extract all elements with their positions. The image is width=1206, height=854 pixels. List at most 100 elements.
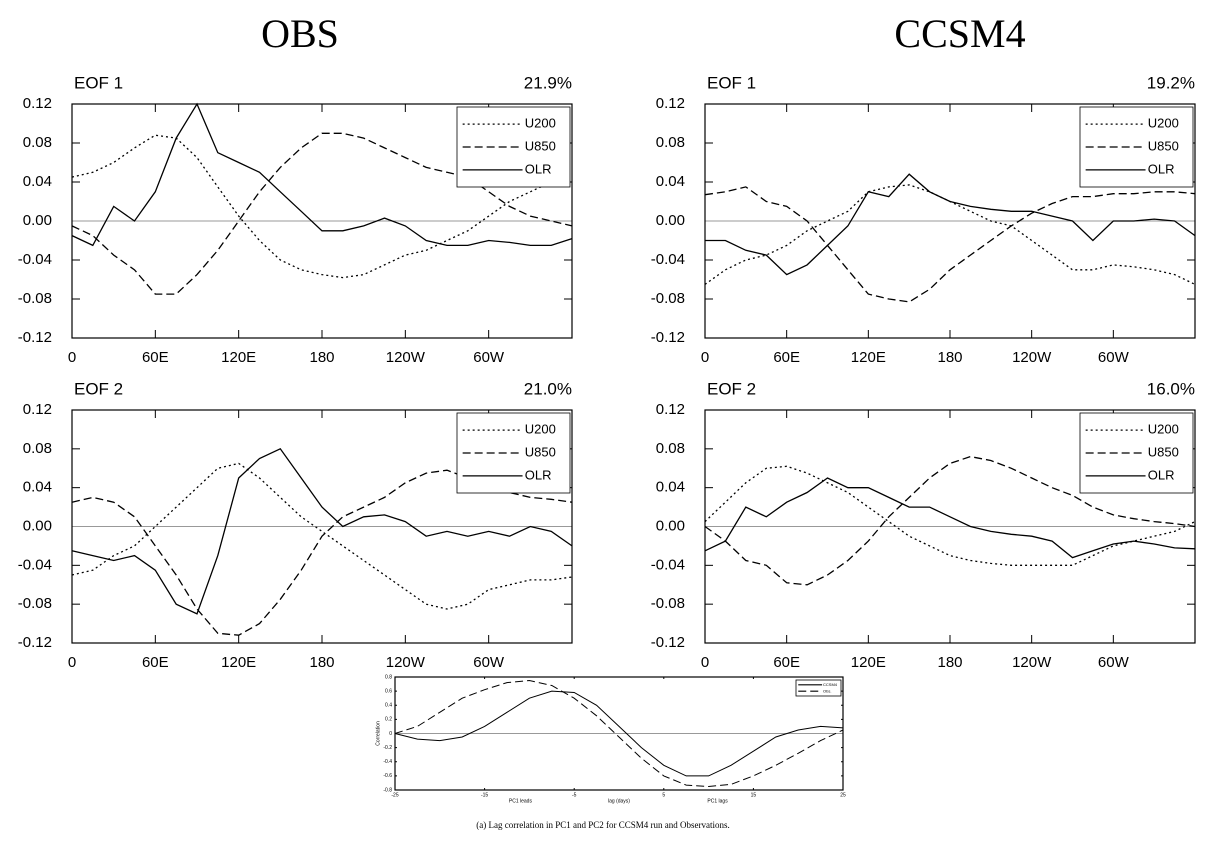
plot-frame [704, 103, 1196, 339]
series-line [704, 477, 1196, 559]
column-title: OBS [261, 11, 339, 56]
series-line [71, 132, 573, 295]
plot-frame [394, 676, 844, 791]
panel-percent: 19.2% [1147, 73, 1195, 92]
x-tick-label: 120W [386, 349, 426, 366]
y-axis-label: Correlation [375, 721, 381, 746]
y-tick-label: 0.00 [23, 517, 52, 534]
y-tick-label: -0.8 [383, 787, 392, 793]
y-tick-label: 0.00 [23, 212, 52, 229]
series-line [704, 465, 1196, 566]
y-tick-label: 0.04 [23, 479, 52, 496]
series-line [704, 455, 1196, 586]
panel: 0.12 0.08 0.04 0.00 -0.04 -0.08 -0.12 0 60E 120E 1… [18, 379, 573, 671]
legend-label: CCSM4 [823, 682, 838, 687]
legend-label: U200 [525, 116, 556, 131]
y-tick-label: -0.12 [651, 634, 685, 651]
y-tick-label: 0.6 [385, 688, 392, 694]
x-tick-label: 120W [1012, 349, 1052, 366]
y-tick-label: -0.08 [18, 290, 52, 307]
plot-frame [71, 409, 573, 644]
legend-label: U850 [525, 444, 556, 459]
x-tick-label: -25 [391, 792, 398, 798]
y-tick-label: -0.12 [18, 634, 52, 651]
x-tick-label: 180 [937, 654, 962, 671]
panel-title: EOF 2 [707, 379, 756, 398]
legend-label: OLR [1148, 467, 1175, 482]
x-tick-label: -5 [572, 792, 577, 798]
x-tick-label: 120E [851, 654, 886, 671]
panel: 0.12 0.08 0.04 0.00 -0.04 -0.08 -0.12 0 60E 120E 1… [651, 379, 1196, 671]
y-tick-label: -0.08 [651, 595, 685, 612]
panel-title: EOF 1 [74, 73, 123, 92]
y-tick-label: 0.12 [656, 401, 685, 418]
caption: (a) Lag correlation in PC1 and PC2 for C… [476, 820, 729, 830]
x-tick-label: 60E [773, 654, 800, 671]
y-tick-label: -0.04 [651, 251, 685, 268]
inset-background [371, 668, 853, 829]
x-tick-label: 60W [1098, 349, 1130, 366]
panel-percent: 21.0% [524, 379, 572, 398]
legend-label: Obs. [823, 688, 831, 693]
panel-percent: 16.0% [1147, 379, 1195, 398]
legend-label: OLR [525, 467, 552, 482]
y-tick-label: -0.12 [18, 329, 52, 346]
x-tick-label: 120E [851, 349, 886, 366]
series-line [71, 447, 573, 615]
y-tick-label: 0.04 [656, 479, 685, 496]
x-tick-label: 120W [1012, 654, 1052, 671]
y-tick-label: -0.04 [18, 556, 52, 573]
y-tick-label: 0.08 [656, 134, 685, 151]
y-tick-label: 0.4 [385, 703, 392, 709]
x-tick-label: 60E [773, 349, 800, 366]
panel-title: EOF 2 [74, 379, 123, 398]
legend-label: OLR [525, 161, 552, 176]
series-line [71, 134, 573, 279]
x-tick-label: -15 [481, 792, 488, 798]
plot-frame [704, 409, 1196, 644]
y-tick-label: 0.04 [656, 173, 685, 190]
y-tick-label: -0.4 [383, 759, 392, 765]
y-tick-label: 0.12 [656, 95, 685, 112]
legend-label: U200 [525, 422, 556, 437]
x-tick-label: 60E [142, 654, 169, 671]
inset-chart: 0.8 0.6 0.4 0.2 0 -0.2 -0.4 -0.6 -0.8-25 -15 -5 5 15… [371, 668, 853, 829]
x-tick-label: 0 [701, 654, 709, 671]
x-tick-label: 25 [840, 792, 846, 798]
x-tick-label: 180 [309, 654, 334, 671]
y-tick-label: 0 [389, 731, 392, 737]
legend-label: U850 [525, 138, 556, 153]
x-tick-label: 60W [1098, 654, 1130, 671]
legend-label: U200 [1148, 116, 1179, 131]
y-tick-label: -0.12 [651, 329, 685, 346]
y-tick-label: 0.00 [656, 517, 685, 534]
panel-title: EOF 1 [707, 73, 756, 92]
y-tick-label: 0.8 [385, 674, 392, 680]
y-tick-label: -0.08 [651, 290, 685, 307]
series-line [705, 173, 1196, 276]
x-axis-label: lag (days) [608, 798, 630, 804]
x-tick-label: 60E [142, 349, 169, 366]
series-line [394, 690, 844, 777]
panel: 0.12 0.08 0.04 0.00 -0.04 -0.08 -0.12 0 60E 120E 1… [18, 73, 573, 366]
x-tick-label: 60W [473, 349, 505, 366]
y-tick-label: 0.04 [23, 173, 52, 190]
x-tick-label: 60W [473, 654, 505, 671]
legend-label: OLR [1148, 161, 1175, 176]
y-tick-label: -0.04 [18, 251, 52, 268]
series-line [394, 679, 844, 788]
legend-box [795, 679, 842, 697]
y-tick-label: 0.2 [385, 717, 392, 723]
x-tick-label: 180 [309, 349, 334, 366]
x-tick-label: 0 [701, 349, 709, 366]
y-tick-label: 0.00 [656, 212, 685, 229]
y-tick-label: 0.08 [23, 440, 52, 457]
legend-label: U200 [1148, 422, 1179, 437]
x-tick-label: 120W [386, 654, 426, 671]
legend-label: U850 [1148, 444, 1179, 459]
x-tick-label: 120E [221, 654, 256, 671]
annotation: PC1 lags [707, 798, 728, 804]
y-tick-label: -0.2 [383, 745, 392, 751]
y-tick-label: 0.08 [23, 134, 52, 151]
